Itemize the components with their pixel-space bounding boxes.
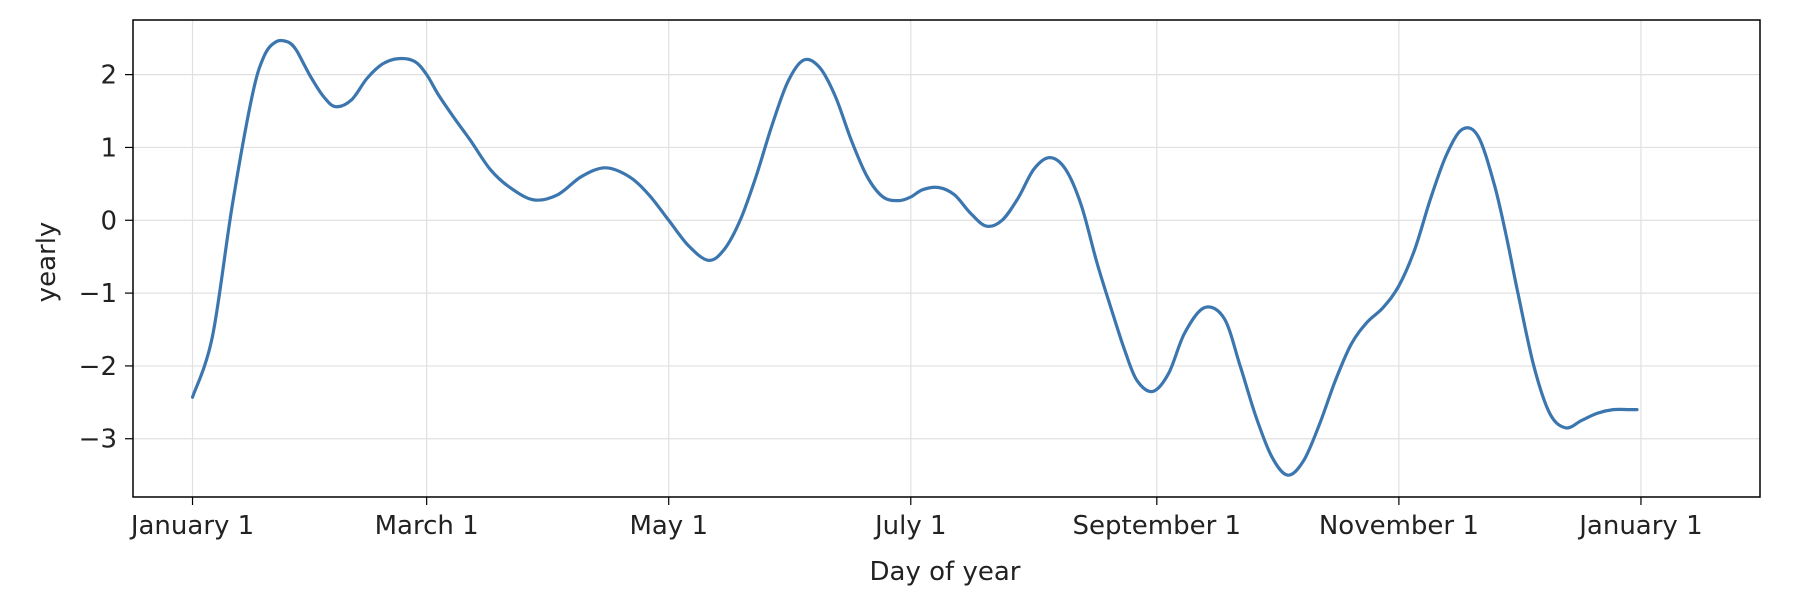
y-tick-label: 1 [100, 133, 117, 163]
y-tick-label: 2 [100, 61, 117, 91]
yearly-series-line [190, 38, 1639, 477]
y-tick-label: −1 [79, 279, 117, 309]
x-axis-label: Day of year [870, 557, 1021, 587]
x-tick-label: March 1 [375, 511, 479, 541]
grid-lines [133, 20, 1760, 497]
axes-frame [132, 19, 1761, 498]
x-tick-label: July 1 [873, 511, 947, 541]
y-tick-label: −2 [79, 352, 117, 382]
x-tick-label: January 1 [1577, 511, 1702, 541]
tick-labels: January 1 March 1 May 1 July 1 September 1 No… [79, 61, 1703, 541]
axes [125, 19, 1761, 505]
x-tick-label: November 1 [1319, 511, 1479, 541]
x-tick-label: September 1 [1073, 511, 1242, 541]
y-tick-label: 0 [100, 206, 117, 236]
plot-area [190, 38, 1639, 477]
y-tick-label: −3 [79, 425, 117, 455]
y-axis-label: yearly [32, 222, 62, 303]
x-tick-label: January 1 [129, 511, 254, 541]
x-tick-label: May 1 [629, 511, 708, 541]
